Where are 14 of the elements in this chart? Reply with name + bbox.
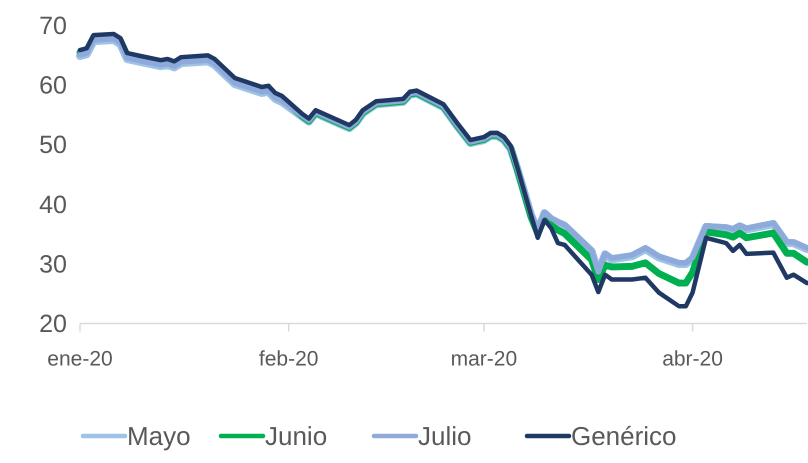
y-tick-label: 50 xyxy=(39,131,67,160)
x-tick-label: feb-20 xyxy=(258,348,318,370)
y-tick-label: 30 xyxy=(39,250,67,278)
y-tick-label: 20 xyxy=(39,310,67,338)
legend-label: Junio xyxy=(265,421,328,451)
y-tick-label: 60 xyxy=(39,72,67,100)
legend-label: Julio xyxy=(418,421,472,451)
legend-label: Mayo xyxy=(127,421,191,451)
legend-label: Genérico xyxy=(571,421,676,451)
x-tick-label: abr-20 xyxy=(662,348,723,370)
x-tick-label: ene-20 xyxy=(47,348,113,370)
y-tick-label: 70 xyxy=(39,12,67,40)
x-tick-label: mar-20 xyxy=(450,348,518,370)
y-tick-label: 40 xyxy=(39,190,67,219)
